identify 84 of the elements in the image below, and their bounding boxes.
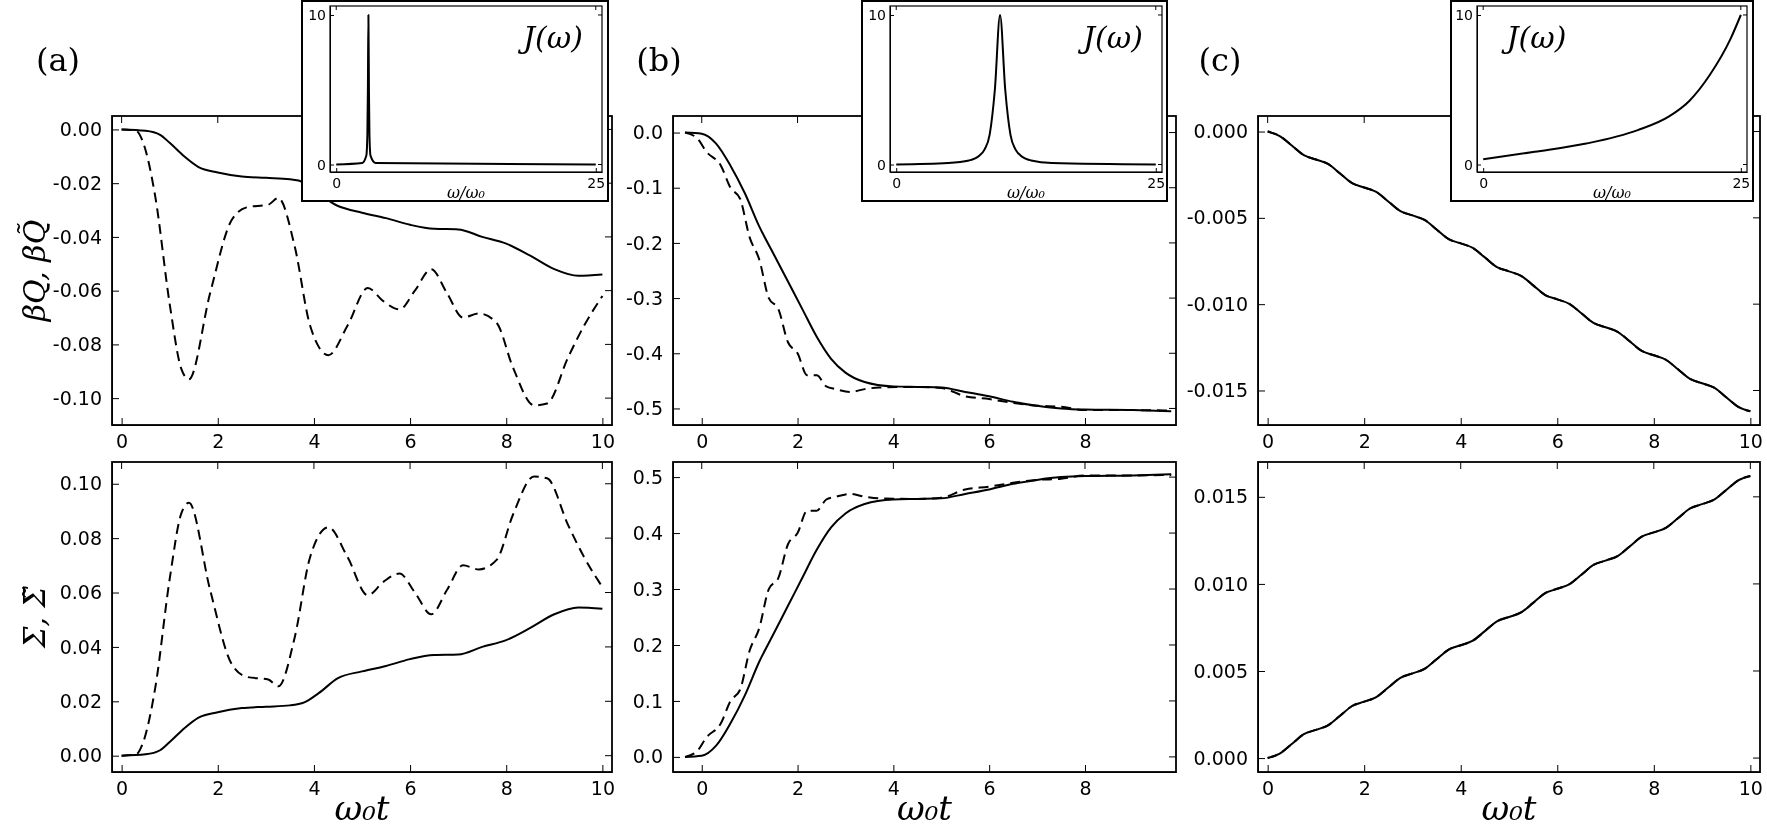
x-tick-label: 2 xyxy=(1358,777,1371,800)
x-tick-label: 10 xyxy=(1738,777,1763,800)
x-tick-label: 2 xyxy=(792,430,805,453)
text: (b) xyxy=(636,41,682,80)
x-tick-label: 2 xyxy=(212,777,225,800)
y-axis-title: Σ, Σ̃ xyxy=(16,585,52,649)
x-tick-label: 6 xyxy=(404,430,417,453)
y-tick-label: 0.08 xyxy=(59,526,102,549)
x-tick-label: 4 xyxy=(308,777,321,800)
x-tick-label: 2 xyxy=(212,430,225,453)
x-axis-title: ω/ω₀ xyxy=(1007,183,1046,202)
x-axis-title: ω/ω₀ xyxy=(447,183,486,202)
x-tick-label: 25 xyxy=(1147,174,1166,191)
x-tick-label: 10 xyxy=(590,777,615,800)
y-tick-label: 0.00 xyxy=(59,118,102,141)
x-tick-label: 6 xyxy=(983,430,996,453)
x-axis-title: ω₀t xyxy=(1481,788,1537,826)
y-tick-label: -0.010 xyxy=(1186,292,1248,315)
x-tick-label: 6 xyxy=(1551,777,1564,800)
y-tick-label: -0.005 xyxy=(1186,206,1248,229)
y-tick-label: -0.4 xyxy=(625,341,663,364)
y-tick-label: 0.06 xyxy=(59,581,102,604)
y-tick-label: 0.010 xyxy=(1193,572,1248,595)
x-tick-label: 2 xyxy=(792,777,805,800)
y-tick-label: 0.1 xyxy=(632,689,663,712)
x-tick-label: 25 xyxy=(1732,174,1751,191)
y-tick-label: 0.4 xyxy=(632,521,663,544)
y-tick-label: 0.5 xyxy=(632,465,663,488)
y-tick-label: 0.000 xyxy=(1193,746,1248,769)
y-tick-label: -0.06 xyxy=(52,279,102,302)
x-tick-label: 10 xyxy=(1738,430,1763,453)
y-tick-label: -0.08 xyxy=(52,332,102,355)
y-axis-title: βQ, βQ̃ xyxy=(16,219,52,323)
x-tick-label: 8 xyxy=(500,430,513,453)
x-tick-label: 8 xyxy=(500,777,513,800)
y-tick-label: -0.04 xyxy=(52,225,102,248)
x-tick-label: 8 xyxy=(1648,430,1661,453)
y-tick-label: -0.2 xyxy=(625,231,663,254)
x-tick-label: 0 xyxy=(1479,174,1489,191)
x-tick-label: 0 xyxy=(332,174,342,191)
x-tick-label: 8 xyxy=(1648,777,1661,800)
x-tick-label: 0 xyxy=(696,777,709,800)
y-tick-label: 0.10 xyxy=(59,472,102,495)
x-axis-title: ω/ω₀ xyxy=(1593,183,1632,202)
x-axis-title: ω₀t xyxy=(334,788,390,826)
x-tick-label: 0 xyxy=(1262,430,1275,453)
x-tick-label: 8 xyxy=(1079,430,1092,453)
x-tick-label: 0 xyxy=(892,174,902,191)
y-tick-label: 0.005 xyxy=(1193,659,1248,682)
x-tick-label: 0 xyxy=(1262,777,1275,800)
y-tick-label: 0.04 xyxy=(59,635,102,658)
y-tick-label: 0.0 xyxy=(632,121,663,144)
x-tick-label: 6 xyxy=(1551,430,1564,453)
x-tick-label: 4 xyxy=(1455,430,1468,453)
y-tick-label: 0.02 xyxy=(59,689,102,712)
y-tick-label: 0.015 xyxy=(1193,485,1248,508)
y-tick-label: -0.015 xyxy=(1186,379,1248,402)
x-tick-label: 4 xyxy=(1455,777,1468,800)
x-tick-label: 6 xyxy=(404,777,417,800)
y-tick-label: -0.3 xyxy=(625,286,663,309)
annotation: J(ω) xyxy=(1077,20,1143,55)
x-tick-label: 4 xyxy=(308,430,321,453)
y-tick-label: -0.10 xyxy=(52,386,102,409)
x-tick-label: 8 xyxy=(1079,777,1092,800)
x-tick-label: 0 xyxy=(116,430,129,453)
text: (c) xyxy=(1198,41,1242,80)
x-tick-label: 0 xyxy=(696,430,709,453)
y-tick-label: 0.2 xyxy=(632,633,663,656)
y-tick-label: -0.1 xyxy=(625,176,663,199)
x-tick-label: 10 xyxy=(590,430,615,453)
x-tick-label: 25 xyxy=(587,174,606,191)
y-tick-label: 0.000 xyxy=(1193,120,1248,143)
text: (a) xyxy=(35,41,81,80)
x-tick-label: 6 xyxy=(983,777,996,800)
y-tick-label: -0.02 xyxy=(52,171,102,194)
y-tick-label: -0.5 xyxy=(625,397,663,420)
y-tick-label: 0.3 xyxy=(632,577,663,600)
y-tick-label: 0.0 xyxy=(632,745,663,768)
annotation: J(ω) xyxy=(1500,20,1567,55)
x-tick-label: 4 xyxy=(887,430,900,453)
annotation: J(ω) xyxy=(517,20,583,55)
x-tick-label: 2 xyxy=(1358,430,1371,453)
x-tick-label: 0 xyxy=(116,777,129,800)
y-tick-label: 0.00 xyxy=(59,744,102,767)
